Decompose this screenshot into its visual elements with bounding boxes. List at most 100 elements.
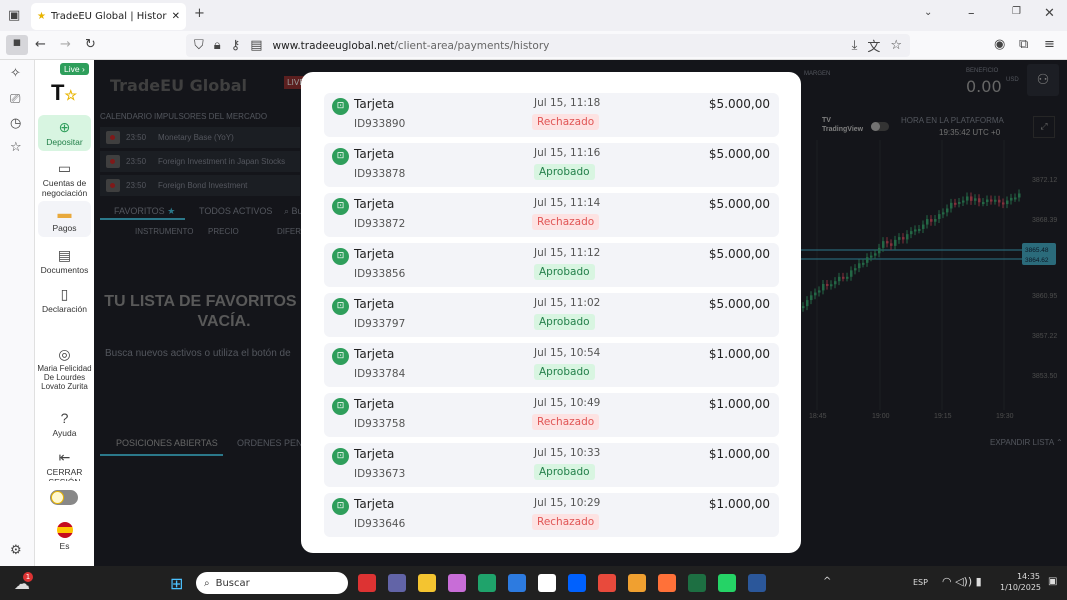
sidebar-item-accounts[interactable]: ▭ Cuentas de negociación (38, 156, 91, 198)
calendar-event[interactable]: 23:50 Foreign Bond Investment (100, 175, 300, 196)
platform-logo: TradeEU Global (110, 76, 247, 95)
taskbar-app-icon[interactable] (568, 574, 586, 592)
price-tick: 3853.50 (1032, 373, 1057, 380)
price-chart[interactable]: 3872.12 3868.39 3860.95 3857.22 3853.50 18:45… (794, 140, 1067, 470)
taskbar-app-icon[interactable] (748, 574, 766, 592)
spain-flag-icon (56, 522, 73, 538)
candle (810, 295, 813, 301)
candle (978, 198, 981, 203)
user-profile[interactable]: ◎ Maria Felicidad De Lourdes Lovato Zurit… (35, 342, 94, 391)
payment-method: Tarjeta (354, 397, 395, 411)
translate-icon[interactable]: 文 (867, 40, 881, 55)
calendar-event[interactable]: 23:50 Foreign Investment in Japan Stocks (100, 151, 300, 172)
reload-icon[interactable]: ↻ (85, 37, 96, 52)
close-tab-icon[interactable]: ✕ (171, 11, 180, 22)
chevron-down-icon[interactable]: ⌄ (924, 7, 933, 18)
wifi-volume-battery-icons[interactable]: ◠ ◁)) ▮ (942, 575, 982, 588)
payment-amount: $5.000,00 (708, 247, 770, 261)
card-payment-icon: ⊡ (332, 398, 349, 415)
new-tab-icon[interactable]: + (194, 6, 205, 21)
browser-tab[interactable]: ★ TradeEU Global | Historial de pagos ✕ (31, 3, 186, 30)
sidebar-item-deposit[interactable]: ⊕ Depositar (38, 115, 91, 151)
payment-row[interactable]: ⊡ Tarjeta ID933797 Jul 15, 11:02 Aprobado $5.… (324, 293, 779, 337)
ai-sparkle-icon[interactable]: ✧ (10, 66, 21, 81)
payment-row[interactable]: ⊡ Tarjeta ID933784 Jul 15, 10:54 Aprobado $1.… (324, 343, 779, 387)
sidebar-item-payments[interactable]: ▬ Pagos (38, 201, 91, 237)
taskbar-app-icon[interactable] (448, 574, 466, 592)
synced-tabs-icon[interactable]: ⎚ (10, 92, 21, 107)
settings-gear-icon[interactable]: ⚙ (10, 543, 22, 558)
download-icon[interactable]: ⤓ (851, 38, 858, 53)
theme-toggle[interactable] (50, 490, 78, 505)
taskbar-app-icon[interactable] (628, 574, 646, 592)
price-tick: 3872.12 (1032, 177, 1057, 184)
taskbar-app-icon[interactable] (718, 574, 736, 592)
open-positions-tab[interactable]: POSICIONES ABIERTAS (116, 438, 218, 448)
taskbar-search[interactable]: ⌕ Buscar (196, 572, 348, 594)
payment-row[interactable]: ⊡ Tarjeta ID933878 Jul 15, 11:16 Aprobado $5.… (324, 143, 779, 187)
calendar-tab[interactable]: CALENDARIO (100, 112, 153, 121)
keyboard-language[interactable]: ESP (913, 578, 928, 587)
url-bar[interactable]: ⛉ 🔒︎ ⚷ ▤ www.tradeeuglobal.net/client-ar… (186, 34, 910, 57)
fullscreen-icon[interactable]: ⤢ (1033, 116, 1055, 138)
tradingview-toggle[interactable] (871, 122, 889, 131)
bookmark-star-icon[interactable]: ☆ (890, 38, 902, 53)
back-icon[interactable]: ← (35, 37, 46, 52)
forward-icon[interactable]: → (60, 37, 71, 52)
logout-button[interactable]: ⇤CERRAR SESIÓN (38, 445, 91, 481)
market-drivers-tab[interactable]: IMPULSORES DEL MERCADO (154, 112, 268, 121)
payment-date: Jul 15, 10:49 (534, 397, 601, 409)
taskbar-app-icon[interactable] (598, 574, 616, 592)
calendar-event[interactable]: 23:50 Monetary Base (YoY) (100, 127, 300, 148)
sidebar-item-documents[interactable]: ▤ Documentos (38, 243, 91, 275)
extensions-icon[interactable]: ⧉ (1019, 37, 1029, 52)
notifications-icon[interactable]: ▣ (1048, 576, 1058, 587)
taskbar-app-icon[interactable] (508, 574, 526, 592)
account-icon[interactable]: ◉ (994, 37, 1006, 52)
sidebar-item-statement[interactable]: ▯ Declaración (38, 282, 91, 314)
clock[interactable]: 14:35 1/10/2025 (1000, 572, 1042, 592)
restore-icon[interactable]: ❐ (1012, 6, 1021, 17)
taskbar-app-icon[interactable] (538, 574, 556, 592)
bookmarks-icon[interactable]: ☆ (10, 140, 22, 155)
platform-time-label: HORA EN LA PLATAFORMA (901, 116, 1004, 125)
minimize-icon[interactable]: – (968, 6, 975, 21)
history-icon[interactable]: ◷ (10, 116, 22, 131)
browser-sidebar: ✧ ⎚ ◷ ☆ ⚙ (0, 60, 35, 566)
windows-start-icon[interactable]: ⊞ (170, 574, 184, 593)
taskbar-app-icon[interactable] (418, 574, 436, 592)
taskbar-app-icon[interactable] (358, 574, 376, 592)
language-selector[interactable]: Es (38, 518, 91, 551)
payment-amount: $5.000,00 (708, 147, 770, 161)
taskbar-app-icon[interactable] (478, 574, 496, 592)
pending-orders-tab[interactable]: ORDENES PENDIENTES (237, 438, 342, 448)
payment-row[interactable]: ⊡ Tarjeta ID933758 Jul 15, 10:49 Rechazado $1… (324, 393, 779, 437)
close-window-icon[interactable]: ✕ (1044, 6, 1055, 21)
show-hidden-icons[interactable]: ^ (823, 576, 832, 587)
taskbar-app-icon[interactable] (388, 574, 406, 592)
favorites-tab[interactable]: FAVORITOS ★ (114, 206, 176, 216)
col-price: PRECIO (208, 227, 239, 236)
payment-id: ID933784 (354, 368, 406, 380)
shield-icon: ⛉ (194, 38, 204, 53)
candle (858, 263, 861, 269)
taskbar-app-icon[interactable] (658, 574, 676, 592)
sidebar-toggle-icon[interactable]: ▪ (6, 35, 28, 55)
payment-row[interactable]: ⊡ Tarjeta ID933890 Jul 15, 11:18 Rechazado $5… (324, 93, 779, 137)
payment-row[interactable]: ⊡ Tarjeta ID933856 Jul 15, 11:12 Aprobado $5.… (324, 243, 779, 287)
tab-list-icon[interactable]: ▣ (8, 8, 21, 23)
asset-search[interactable]: ⌕ Bu (284, 206, 303, 216)
help-button[interactable]: ? Ayuda (38, 406, 91, 438)
time-tick: 18:45 (809, 413, 827, 420)
payment-row[interactable]: ⊡ Tarjeta ID933872 Jul 15, 11:14 Rechazado $5… (324, 193, 779, 237)
live-account-button[interactable]: Live › (60, 63, 89, 75)
menu-icon[interactable]: ≡ (1044, 37, 1055, 52)
payment-row[interactable]: ⊡ Tarjeta ID933646 Jul 15, 10:29 Rechazado $1… (324, 493, 779, 537)
all-assets-tab[interactable]: TODOS ACTIVOS (199, 206, 273, 216)
expand-list-button[interactable]: EXPANDIR LISTA ⌃ (990, 438, 1063, 447)
status-badge: Aprobado (534, 364, 595, 380)
payment-row[interactable]: ⊡ Tarjeta ID933673 Jul 15, 10:33 Aprobado $1.… (324, 443, 779, 487)
notification-badge: 1 (23, 572, 33, 582)
user-account-icon[interactable]: ⚇ (1027, 64, 1059, 96)
taskbar-app-icon[interactable] (688, 574, 706, 592)
